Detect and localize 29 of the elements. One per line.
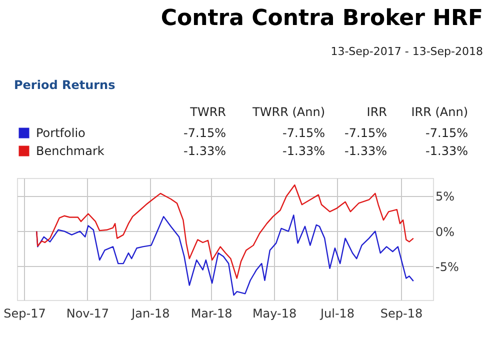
text: -1.33% — [344, 144, 387, 158]
text: IRR (Ann) — [411, 105, 468, 119]
legend-label: Benchmark — [36, 144, 104, 158]
x-tick-label: Sep-17 — [4, 306, 46, 320]
line-series — [36, 214, 414, 296]
x-tick-label: Mar-18 — [190, 306, 232, 320]
text: TWRR — [189, 105, 226, 119]
y-tick-label: 0% — [436, 224, 455, 239]
text: -7.15% — [282, 126, 325, 140]
text: -1.33% — [282, 144, 325, 158]
x-tick-label: Nov-17 — [66, 306, 110, 320]
x-tick-label: Jul-18 — [319, 306, 355, 320]
legend-label: Portfolio — [36, 126, 86, 140]
text: TWRR (Ann) — [252, 105, 325, 119]
chart-title: Contra Contra Broker HRF — [160, 6, 483, 31]
text: -1.33% — [426, 144, 468, 158]
x-tick-label: Jan-18 — [130, 306, 170, 320]
text: -1.33% — [184, 144, 226, 158]
x-tick-label: May-18 — [252, 306, 297, 320]
y-tick-label: -5% — [436, 260, 459, 274]
text: IRR — [366, 105, 387, 119]
text: -7.15% — [184, 126, 226, 140]
x-tick-label: Sep-18 — [380, 306, 423, 320]
chart-subtitle: 13-Sep-2017 - 13-Sep-2018 — [330, 45, 483, 58]
text: Period Returns — [14, 78, 116, 92]
y-tick-label: 5% — [436, 190, 455, 204]
text: -7.15% — [426, 126, 468, 140]
line-series — [36, 184, 414, 279]
text: -7.15% — [344, 126, 387, 140]
